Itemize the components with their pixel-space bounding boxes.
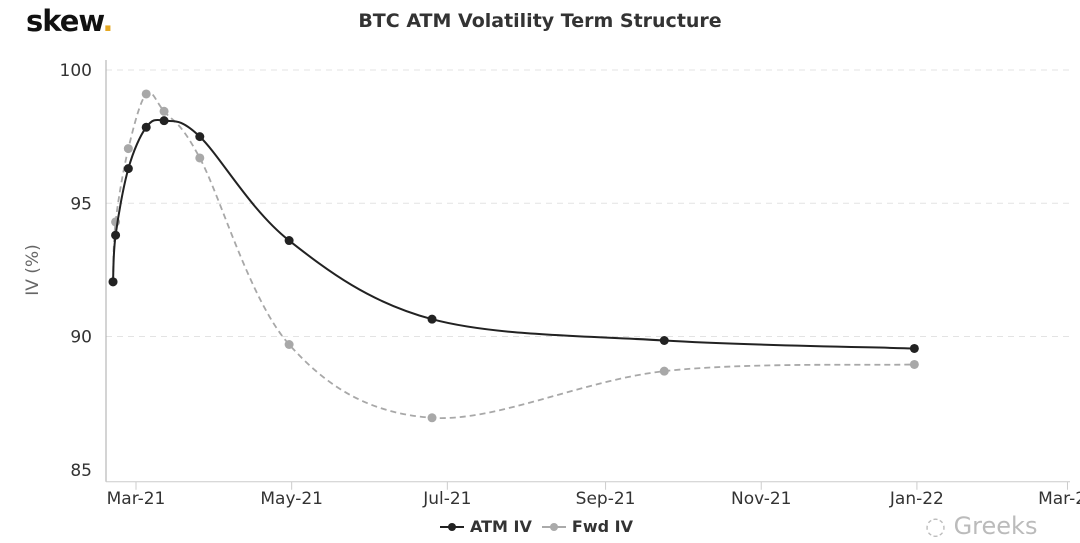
legend-item-atm-iv[interactable]: ATM IV	[440, 517, 532, 536]
series-line-fwd-iv	[112, 91, 915, 419]
data-point-fwd-iv	[159, 106, 169, 116]
y-tick-label: 95	[70, 194, 92, 214]
data-point-atm-iv	[195, 132, 205, 142]
data-point-atm-iv	[427, 314, 437, 324]
data-point-atm-iv	[659, 335, 669, 345]
data-point-atm-iv	[141, 122, 151, 132]
x-tick-label: Mar-21	[107, 489, 166, 509]
y-axis-title: IV (%)	[23, 244, 43, 295]
data-point-fwd-iv	[427, 413, 437, 423]
data-point-fwd-iv	[909, 359, 919, 369]
x-tick-label: Jan-22	[889, 489, 944, 509]
legend-marker-atm	[440, 522, 464, 531]
y-tick-label: 85	[70, 461, 92, 481]
wechat-icon: ◌	[925, 512, 954, 540]
data-point-fwd-iv	[141, 89, 151, 99]
legend-item-fwd-iv[interactable]: Fwd IV	[541, 517, 633, 536]
legend: ATM IV Fwd IV	[440, 517, 633, 536]
x-tick-label: Sep-21	[576, 489, 636, 509]
watermark: ◌ Greeks	[925, 512, 1038, 540]
skew-logo: skew.	[26, 4, 113, 38]
x-tick-label: Mar-22	[1038, 489, 1080, 509]
data-point-fwd-iv	[123, 144, 133, 154]
data-point-fwd-iv	[659, 366, 669, 376]
legend-label-fwd: Fwd IV	[571, 517, 633, 536]
y-tick-label: 100	[60, 61, 92, 81]
data-point-atm-iv	[111, 230, 121, 240]
data-point-atm-iv	[123, 164, 133, 174]
data-point-fwd-iv	[195, 153, 205, 163]
x-tick-label: Nov-21	[731, 489, 792, 509]
legend-label-atm: ATM IV	[470, 517, 532, 536]
data-point-atm-iv	[284, 236, 294, 246]
data-point-atm-iv	[108, 277, 118, 287]
legend-marker-fwd	[541, 522, 566, 531]
data-point-atm-iv	[159, 116, 169, 126]
chart-title: BTC ATM Volatility Term Structure	[358, 10, 722, 32]
x-tick-label: Jul-21	[422, 489, 471, 509]
data-point-atm-iv	[909, 343, 919, 353]
data-point-fwd-iv	[284, 339, 294, 349]
y-tick-label: 90	[70, 328, 92, 348]
series-line-atm-iv	[112, 118, 915, 350]
x-tick-label: May-21	[260, 489, 323, 509]
